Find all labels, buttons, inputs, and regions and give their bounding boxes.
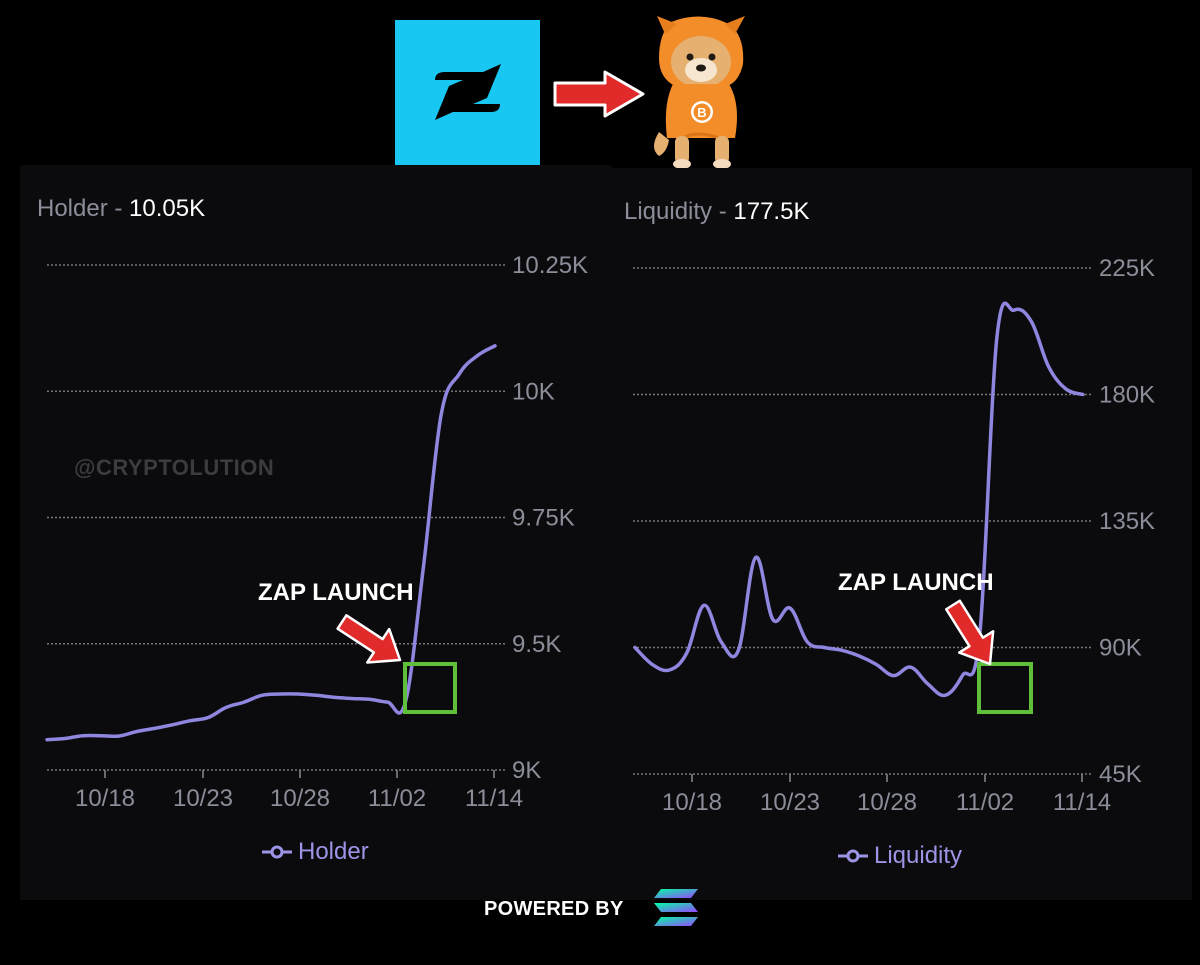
holder-launch-highlight-box [403, 662, 457, 714]
holder-chart-panel [20, 165, 612, 900]
liquidity-annotation-arrow-icon [944, 599, 995, 666]
liquidity-chart-panel [612, 168, 1192, 900]
holder-legend-label: Holder [298, 838, 369, 865]
zap-lightning-icon [435, 64, 501, 120]
holder-x-tick-label: 11/14 [465, 785, 523, 812]
powered-by-label: POWERED BY [484, 898, 624, 920]
holder-annotation-label: ZAP LAUNCH [258, 579, 414, 606]
liquidity-title-separator: - [712, 198, 734, 225]
holder-x-tick-label: 10/28 [270, 785, 330, 812]
liquidity-x-tick-label: 11/14 [1053, 789, 1111, 816]
liquidity-y-tick-label: 180K [1099, 382, 1155, 409]
holder-title-value: 10.05K [129, 195, 206, 222]
svg-text:B: B [697, 105, 706, 120]
holder-y-tick-label: 9.75K [512, 505, 575, 532]
holder-title-separator: - [107, 195, 130, 222]
watermark: @CRYPTOLUTION [74, 455, 275, 480]
liquidity-y-tick-label: 135K [1099, 508, 1155, 535]
holder-y-tick-label: 10K [512, 378, 555, 405]
liquidity-panel-title: Liquidity - 177.5K [624, 198, 809, 226]
holder-legend[interactable]: Holder [262, 838, 369, 866]
holder-y-tick-label: 10.25K [512, 252, 588, 279]
zap-logo [395, 20, 540, 165]
holder-x-tick-label: 10/23 [173, 785, 233, 812]
holder-title-label: Holder [37, 195, 108, 222]
liquidity-x-tick-label: 10/18 [662, 789, 722, 816]
dog-in-orange-hoodie-icon: B [654, 16, 745, 169]
liquidity-legend[interactable]: Liquidity [838, 842, 962, 870]
holder-annotation-arrow-icon [336, 614, 402, 664]
holder-y-tick-label: 9K [512, 757, 541, 784]
holder-x-tick-label: 11/02 [368, 785, 426, 812]
holder-x-tick-label: 10/18 [75, 785, 135, 812]
solana-icon [654, 889, 698, 926]
liquidity-annotation-label: ZAP LAUNCH [838, 569, 994, 596]
liquidity-y-tick-label: 90K [1099, 635, 1142, 662]
liquidity-x-tick-label: 11/02 [956, 789, 1014, 816]
liquidity-title-label: Liquidity [624, 198, 713, 225]
right-arrow-icon [553, 70, 645, 118]
liquidity-launch-highlight-box [977, 662, 1033, 714]
holder-panel-title: Holder - 10.05K [37, 195, 205, 223]
liquidity-x-tick-label: 10/28 [857, 789, 917, 816]
liquidity-y-tick-label: 45K [1099, 761, 1142, 788]
holder-series-line [45, 344, 497, 742]
liquidity-y-tick-label: 225K [1099, 255, 1155, 282]
liquidity-series-line [633, 301, 1085, 698]
holder-y-tick-label: 9.5K [512, 631, 561, 658]
liquidity-x-tick-label: 10/23 [760, 789, 820, 816]
legend-line-marker-icon [838, 849, 868, 863]
liquidity-title-value: 177.5K [733, 198, 810, 225]
liquidity-legend-label: Liquidity [874, 842, 963, 869]
legend-line-marker-icon [262, 845, 292, 859]
